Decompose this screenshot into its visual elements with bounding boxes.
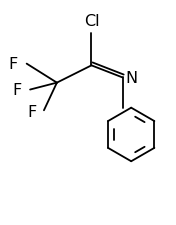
Text: N: N <box>125 71 137 86</box>
Text: F: F <box>12 83 21 98</box>
Text: F: F <box>27 104 36 119</box>
Text: Cl: Cl <box>84 14 99 29</box>
Text: F: F <box>9 57 18 72</box>
